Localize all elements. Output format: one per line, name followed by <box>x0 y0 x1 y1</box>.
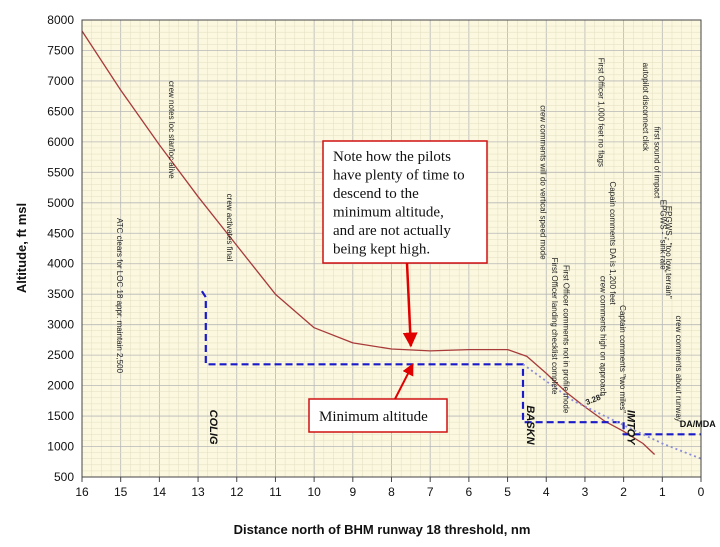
x-tick-label: 2 <box>620 485 627 499</box>
callout-text-line: Minimum altitude <box>319 409 428 425</box>
x-tick-label: 0 <box>698 485 705 499</box>
y-tick-label: 3500 <box>47 287 74 301</box>
y-tick-label: 3000 <box>47 318 74 332</box>
annotations-layer: ATC clears for LOC 18 appr. maintain 2,5… <box>115 58 716 429</box>
x-tick-label: 11 <box>269 485 282 499</box>
callout-box-minimum <box>308 398 448 433</box>
event-annotation: ATC clears for LOC 18 appr. maintain 2,5… <box>115 218 124 374</box>
x-tick-label: 9 <box>349 485 356 499</box>
y-tick-label: 7500 <box>47 43 74 57</box>
callout-text-line: minimum altitude, <box>333 205 444 221</box>
x-tick-labels: 16 15 14 13 12 11 10 9 8 7 6 5 4 3 2 1 0 <box>75 477 705 499</box>
callout-text-line: Note how the pilots <box>333 149 451 165</box>
event-annotation: crew comments will do vertical speed mod… <box>538 105 547 260</box>
event-annotation: crew notes loc star/loc alive <box>167 81 176 179</box>
y-tick-label: 6000 <box>47 135 74 149</box>
x-tick-label: 14 <box>153 485 167 499</box>
x-tick-label: 4 <box>543 485 550 499</box>
x-tick-label: 10 <box>307 485 321 499</box>
x-tick-label: 13 <box>191 485 205 499</box>
y-tick-label: 8000 <box>47 13 74 27</box>
event-annotation: First Officer comments not in profile mo… <box>562 265 571 414</box>
callout-text-line: and are not actually <box>333 223 451 239</box>
y-tick-label: 2500 <box>47 348 74 362</box>
x-tick-label: 6 <box>466 485 473 499</box>
y-tick-label: 5500 <box>47 165 74 179</box>
x-axis-label: Distance north of BHM runway 18 threshol… <box>234 522 531 537</box>
y-tick-label: 500 <box>54 470 74 484</box>
callout-text-line: descend to the <box>333 186 419 202</box>
approach-procedure-line <box>200 290 701 436</box>
y-tick-label: 4000 <box>47 257 74 271</box>
event-annotation: Capain comments DA is 1,200 feet <box>608 181 617 305</box>
callout-box-pilots <box>322 140 488 264</box>
waypoint-label: BASKN <box>524 405 536 445</box>
event-annotation: EPGWS - "too low terrain" <box>664 206 673 299</box>
da-mda-label: DA/MDA <box>680 419 716 429</box>
y-tick-label: 2000 <box>47 379 74 393</box>
y-tick-label: 4500 <box>47 226 74 240</box>
y-tick-label: 5000 <box>47 196 74 210</box>
y-tick-label: 6500 <box>47 104 74 118</box>
callout-text-line: being kept high. <box>333 242 430 258</box>
x-tick-label: 3 <box>582 485 589 499</box>
y-tick-label: 1000 <box>47 440 74 454</box>
series-layer <box>81 30 702 460</box>
x-tick-label: 5 <box>504 485 511 499</box>
x-tick-label: 8 <box>388 485 395 499</box>
event-annotation: EPGWS - "sink rate" <box>658 200 667 273</box>
y-axis-label: Altitude, ft msl <box>14 203 29 293</box>
x-tick-label: 7 <box>427 485 434 499</box>
event-annotation: first sound of impact <box>653 127 662 199</box>
event-annotation: crew comments high on approach <box>598 276 607 396</box>
x-tick-label: 15 <box>114 485 128 499</box>
y-tick-labels: 500 1000 1500 2000 2500 3000 3500 4000 4500 5000 5… <box>47 13 74 484</box>
waypoint-label: IMTOY <box>625 410 637 446</box>
callout-arrow-minimum <box>394 363 414 400</box>
y-tick-label: 1500 <box>47 409 74 423</box>
callout-arrow-pilots <box>402 262 418 348</box>
event-annotation: First Officer 1,000 feet no flags <box>596 58 605 167</box>
x-tick-label: 1 <box>659 485 666 499</box>
waypoint-label: COLIG <box>207 410 219 445</box>
event-annotation: Captain comments "two miles" <box>618 305 627 413</box>
event-annotation: First Officer landing checklist complete <box>550 258 559 395</box>
altitude-profile-line <box>81 30 656 455</box>
event-annotation: crew activates final <box>225 194 234 262</box>
glidepath-line <box>522 363 702 460</box>
x-tick-label: 12 <box>230 485 244 499</box>
waypoints-layer: COLIG BASKN IMTOY <box>207 405 637 446</box>
y-tick-label: 7000 <box>47 74 74 88</box>
event-annotation: autopilot disconnect click <box>641 63 650 152</box>
callout-text-line: have plenty of time to <box>333 168 465 184</box>
callouts-layer: Note how the pilots have plenty of time t… <box>308 140 488 433</box>
event-annotation: crew comments about runway <box>674 316 683 422</box>
x-tick-label: 16 <box>75 485 89 499</box>
